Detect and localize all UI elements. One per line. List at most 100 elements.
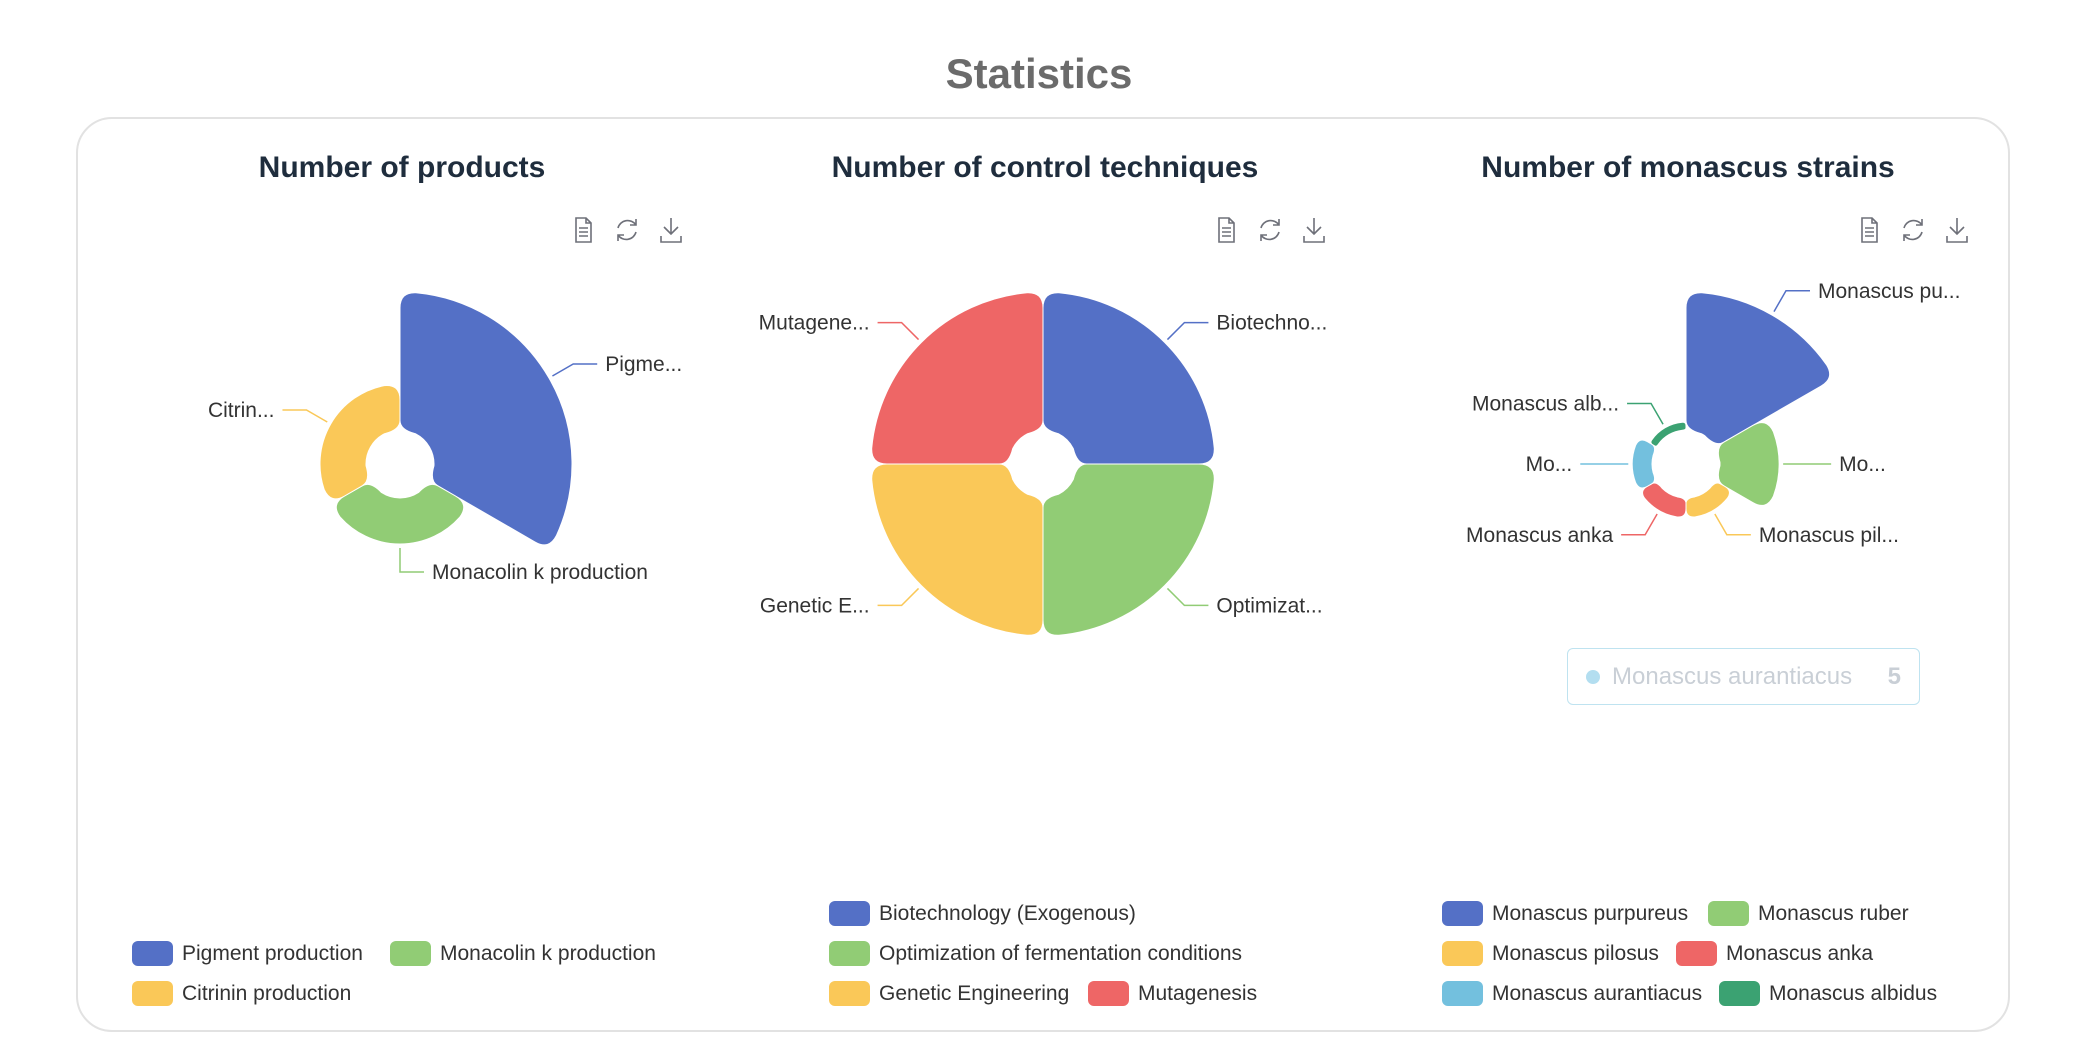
legend-label: Biotechnology (Exogenous)	[879, 901, 1136, 925]
legend-label: Genetic Engineering	[879, 981, 1070, 1005]
pie-plot[interactable]: Monascus pu... Mo... Monascus pil... Monasc…	[1366, 117, 2010, 1032]
legend-swatch	[1719, 981, 1760, 1006]
legend-label: Monascus purpureus	[1492, 901, 1689, 925]
statistics-panel	[76, 117, 2010, 1032]
save-image-icon[interactable]	[1939, 212, 1975, 248]
pie-slice[interactable]	[871, 463, 1044, 636]
pie-slice[interactable]	[319, 384, 401, 500]
tooltip-value: 5	[1887, 662, 1901, 690]
data-view-icon[interactable]	[565, 212, 601, 248]
legend-swatch	[1088, 981, 1129, 1006]
label-line	[1627, 402, 1664, 425]
legend-swatch	[1442, 901, 1483, 926]
legend-swatch	[390, 941, 431, 966]
page-title: Statistics	[945, 50, 1133, 97]
slice-label: Biotechno...	[1216, 312, 1327, 335]
chart-control-techniques: Number of control techniques Biotechno..…	[723, 117, 1367, 1032]
label-line	[1621, 513, 1658, 536]
slice-label: Monascus pu...	[1818, 280, 1960, 303]
pie-plot[interactable]: Pigme... Monacolin k production Citrin...	[80, 117, 724, 1032]
legend-swatch	[1708, 901, 1749, 926]
chart-title: Number of control techniques	[831, 151, 1259, 184]
restore-icon[interactable]	[1252, 212, 1288, 248]
legend-item[interactable]: Monascus purpureus	[1442, 901, 1688, 926]
pie-slice[interactable]	[1042, 463, 1215, 636]
pie-slice[interactable]	[1650, 421, 1687, 447]
label-line	[1773, 290, 1810, 312]
chart-monascus-strains: Number of monascus strains Monascus pu..…	[1366, 117, 2010, 1032]
restore-icon[interactable]	[1895, 212, 1931, 248]
pie-slice[interactable]	[335, 483, 465, 545]
legend-item[interactable]: Monacolin k production	[390, 941, 656, 966]
pie-plot[interactable]: Biotechno... Optimizat... Genetic E... Muta…	[723, 117, 1367, 1032]
chart-tooltip: Monascus aurantiacus 5	[1567, 648, 1920, 705]
pie-slice[interactable]	[1042, 292, 1215, 465]
legend-item[interactable]: Monascus albidus	[1719, 981, 1937, 1006]
slice-label: Monascus anka	[1466, 524, 1613, 547]
legend-swatch	[132, 981, 173, 1006]
chart-title: Number of products	[258, 151, 546, 184]
legend-item[interactable]: Biotechnology (Exogenous)	[829, 901, 1136, 926]
legend-label: Pigment production	[182, 941, 363, 965]
chart-toolbox	[1208, 212, 1332, 248]
slice-label: Citrin...	[208, 399, 275, 422]
chart-toolbox	[565, 212, 689, 248]
legend-item[interactable]: Monascus pilosus	[1442, 941, 1659, 966]
legend-label: Citrinin production	[182, 981, 352, 1005]
legend-label: Optimization of fermentation conditions	[879, 941, 1243, 965]
tooltip-series-name: Monascus aurantiacus	[1612, 662, 1853, 690]
pie-slice[interactable]	[1717, 422, 1780, 506]
data-view-icon[interactable]	[1208, 212, 1244, 248]
chart-title: Number of monascus strains	[1481, 151, 1895, 184]
legend-swatch	[1442, 941, 1483, 966]
slice-label: Mo...	[1526, 453, 1573, 476]
slice-label: Monascus alb...	[1472, 392, 1619, 415]
slice-label: Monascus pil...	[1759, 524, 1899, 547]
slice-label: Mutagene...	[759, 312, 870, 335]
legend-label: Monascus ruber	[1758, 901, 1909, 925]
slice-label: Pigme...	[605, 353, 682, 376]
legend-item[interactable]: Genetic Engineering	[829, 981, 1069, 1006]
legend-label: Monacolin k production	[440, 941, 656, 965]
legend-item[interactable]: Optimization of fermentation conditions	[829, 941, 1242, 966]
label-line	[1714, 513, 1751, 536]
legend-item[interactable]: Pigment production	[132, 941, 363, 966]
legend-label: Monascus anka	[1726, 941, 1874, 965]
legend-swatch	[829, 981, 870, 1006]
pie-slice[interactable]	[871, 292, 1044, 465]
legend-swatch	[829, 901, 870, 926]
legend-item[interactable]: Monascus anka	[1676, 941, 1873, 966]
save-image-icon[interactable]	[1296, 212, 1332, 248]
legend-label: Monascus albidus	[1769, 981, 1938, 1005]
tooltip-marker	[1586, 669, 1600, 684]
data-view-icon[interactable]	[1851, 212, 1887, 248]
slice-label: Mo...	[1839, 453, 1886, 476]
label-line	[1166, 321, 1209, 341]
legend-label: Monascus pilosus	[1492, 941, 1659, 965]
chart-toolbox	[1851, 212, 1975, 248]
legend-item[interactable]: Monascus ruber	[1708, 901, 1909, 926]
slice-label: Genetic E...	[760, 594, 870, 617]
legend-swatch	[1676, 941, 1717, 966]
pie-slice[interactable]	[399, 292, 573, 546]
legend-swatch	[132, 941, 173, 966]
legend-label: Monascus aurantiacus	[1492, 981, 1703, 1005]
slice-label: Monacolin k production	[432, 561, 648, 584]
legend-item[interactable]: Citrinin production	[132, 981, 351, 1006]
slice-label: Optimizat...	[1216, 594, 1322, 617]
label-line	[877, 587, 920, 607]
pie-slice[interactable]	[1642, 482, 1687, 518]
label-line	[399, 548, 424, 573]
save-image-icon[interactable]	[653, 212, 689, 248]
legend-item[interactable]: Monascus aurantiacus	[1442, 981, 1702, 1006]
legend-swatch	[829, 941, 870, 966]
legend-item[interactable]: Mutagenesis	[1088, 981, 1257, 1006]
pie-slice[interactable]	[1631, 439, 1656, 489]
pie-slice[interactable]	[1685, 482, 1730, 518]
restore-icon[interactable]	[609, 212, 645, 248]
pie-slice[interactable]	[1685, 292, 1831, 445]
label-line	[877, 321, 920, 341]
label-line	[282, 409, 328, 423]
legend-swatch	[1442, 981, 1483, 1006]
chart-products: Number of products Pigme... Monacolin k p…	[80, 117, 724, 1032]
